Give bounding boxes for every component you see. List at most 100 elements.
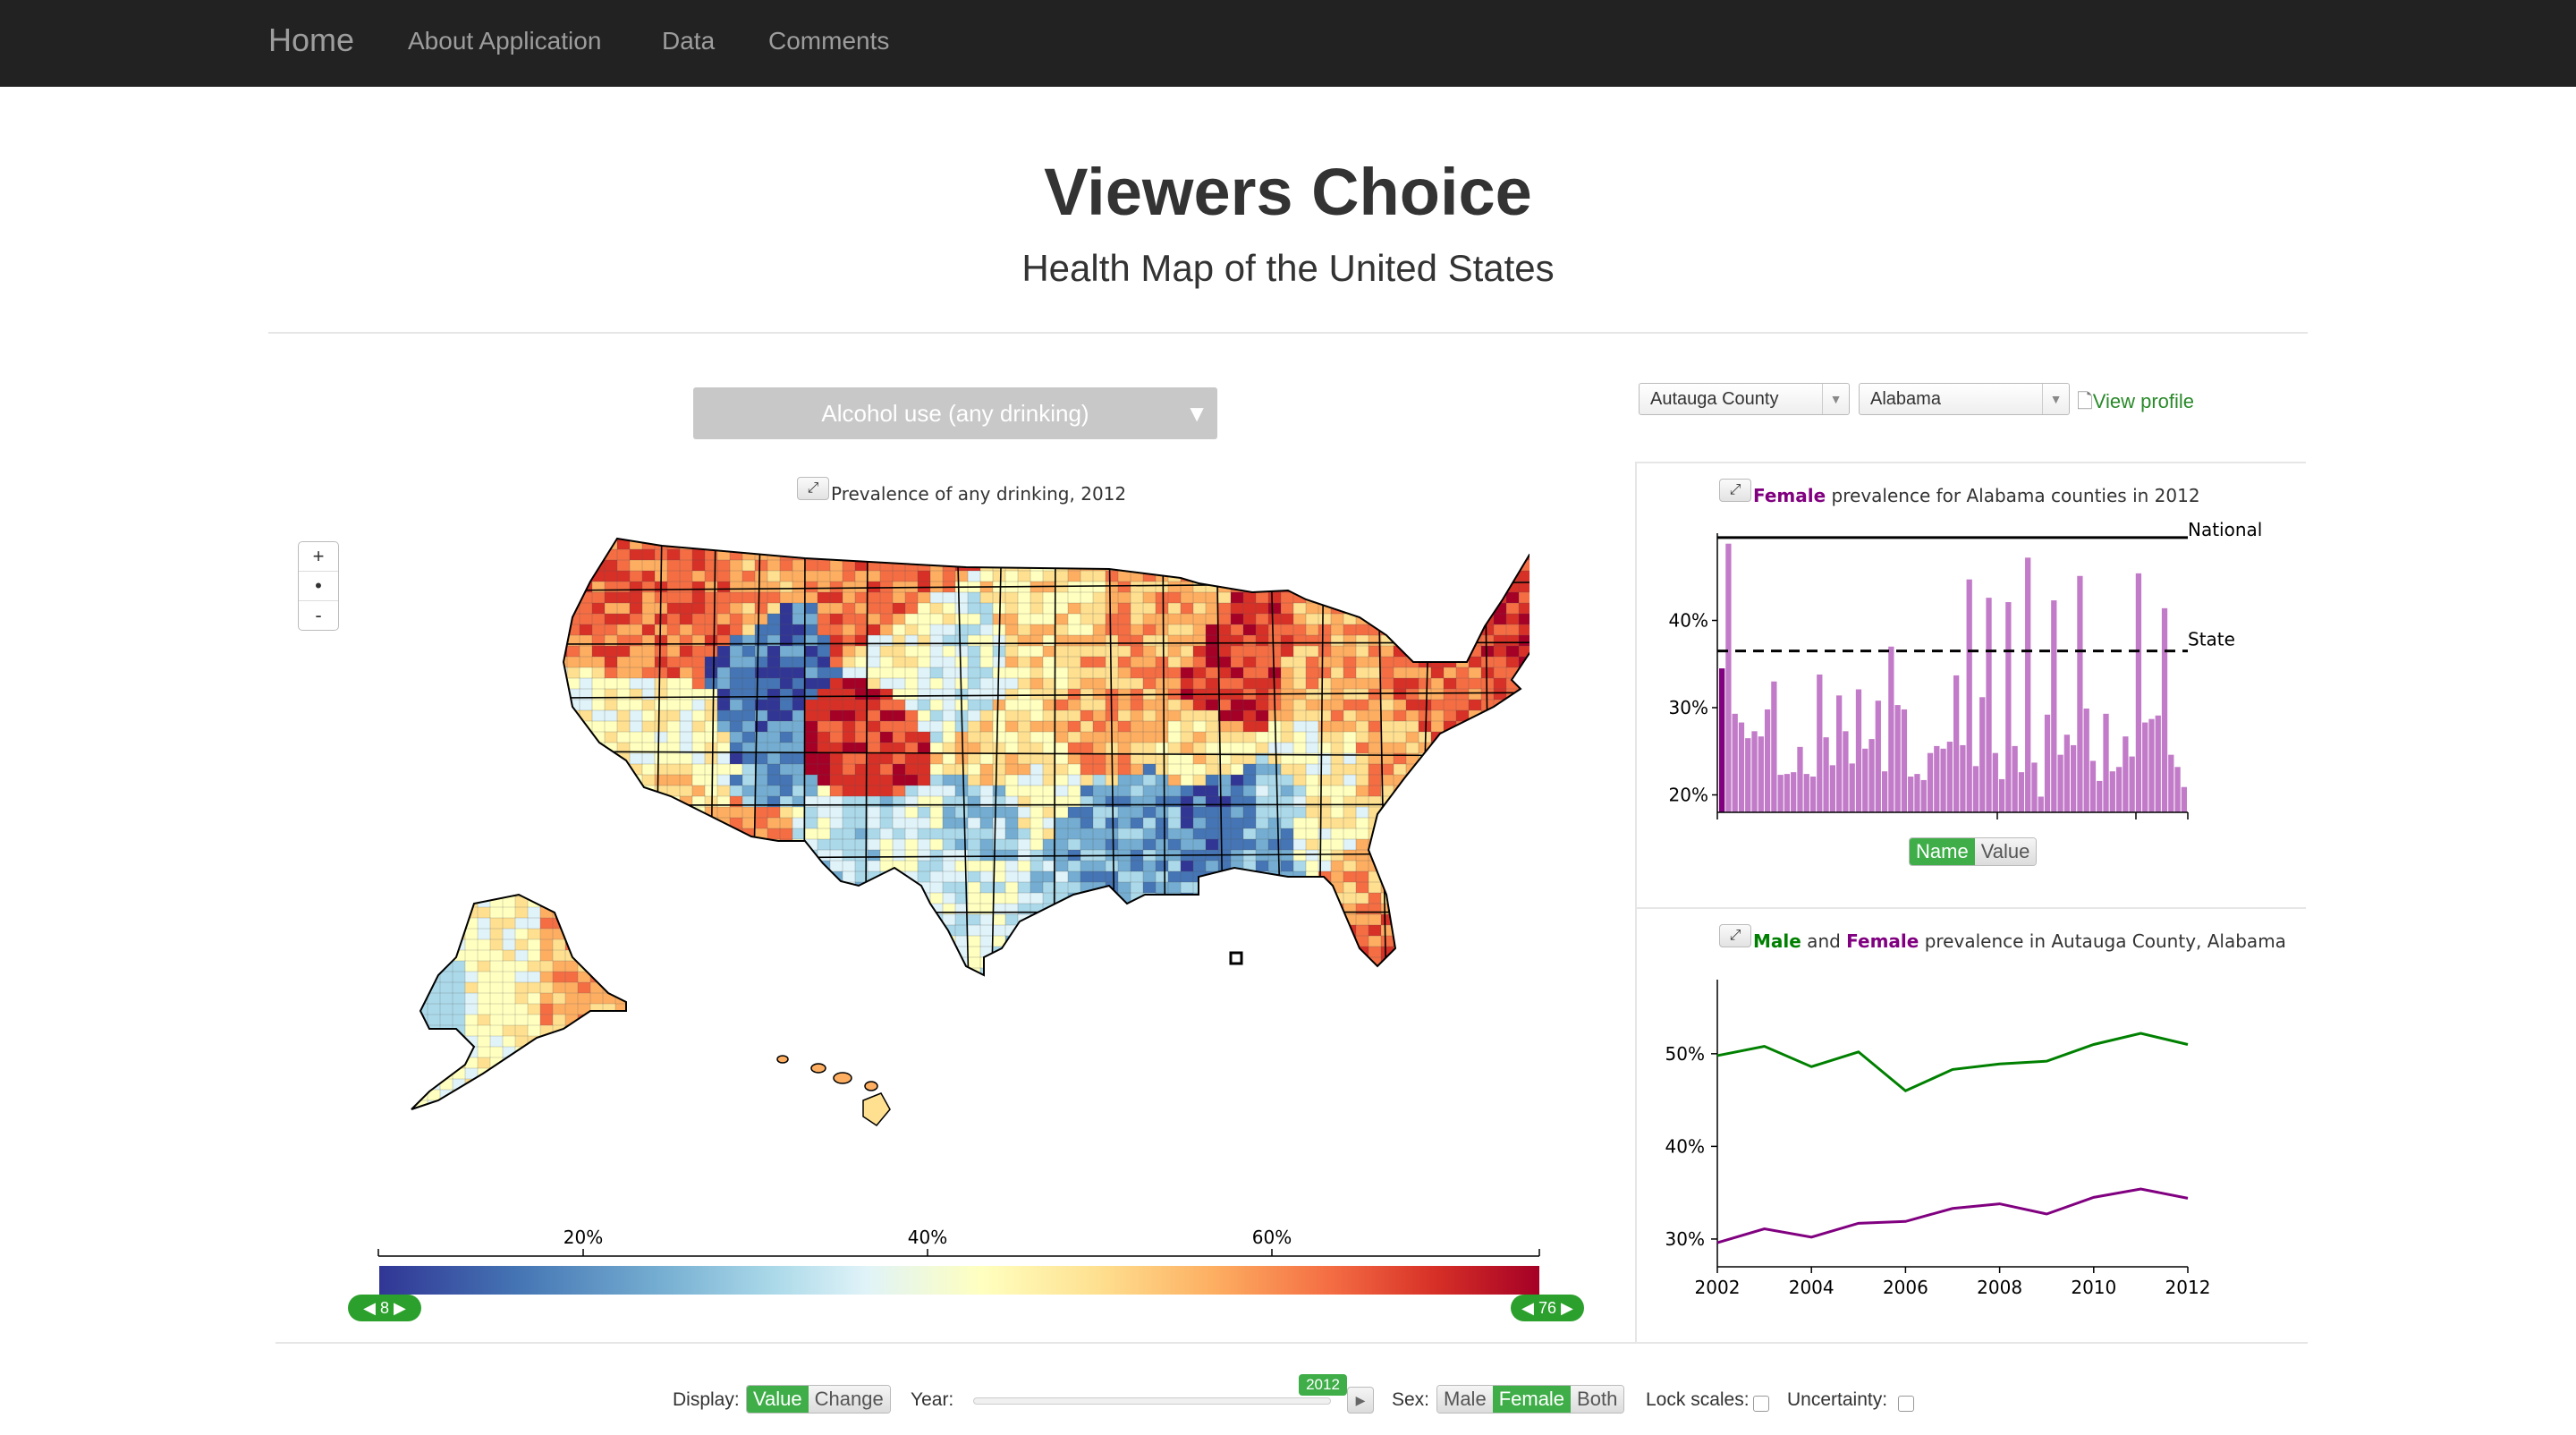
county-cell[interactable] [1130,613,1144,625]
county-cell[interactable] [729,870,743,883]
county-cell[interactable] [654,881,668,894]
county-cell[interactable] [1305,667,1319,679]
county-cell[interactable] [1280,881,1294,894]
county-cell[interactable] [779,688,793,701]
county-cell[interactable] [1443,548,1457,561]
county-cell[interactable] [1117,624,1131,636]
county-cell[interactable] [1180,913,1194,926]
county-cell[interactable] [1256,979,1268,989]
county-cell[interactable] [1343,881,1357,894]
county-cell[interactable] [1004,677,1019,690]
county-cell[interactable] [1455,870,1470,883]
county-cell[interactable] [829,924,843,937]
county-cell[interactable] [1092,581,1106,593]
county-cell[interactable] [779,548,793,561]
county-cell[interactable] [992,881,1006,894]
county-cell[interactable] [1117,806,1131,819]
county-cell[interactable] [1455,548,1470,561]
county-cell[interactable] [1080,570,1094,582]
county-cell[interactable] [704,860,718,872]
county-cell[interactable] [929,828,944,840]
county-cell[interactable] [704,656,718,668]
county-cell[interactable] [1130,903,1144,915]
county-cell[interactable] [1092,946,1106,958]
county-cell[interactable] [1318,742,1332,754]
county-cell[interactable] [679,699,693,711]
county-cell[interactable] [1394,528,1406,539]
county-cell[interactable] [1155,774,1169,786]
county-bar[interactable] [1771,681,1777,812]
county-cell[interactable] [591,752,606,765]
county-cell[interactable] [1480,634,1495,647]
county-cell[interactable] [1355,720,1369,733]
county-cell[interactable] [1242,967,1257,979]
hawaii-island[interactable] [864,1081,878,1091]
county-cell[interactable] [967,795,981,808]
county-cell[interactable] [630,989,642,1000]
county-cell[interactable] [1242,785,1257,797]
county-cell[interactable] [779,817,793,829]
county-cell[interactable] [1042,752,1056,765]
county-cell[interactable] [566,742,580,754]
county-cell[interactable] [879,956,894,969]
county-cell[interactable] [1080,539,1094,550]
county-cell[interactable] [654,624,668,636]
county-cell[interactable] [604,881,618,894]
county-cell[interactable] [602,1078,616,1091]
county-cell[interactable] [527,1024,541,1037]
county-cell[interactable] [1293,528,1306,539]
county-cell[interactable] [917,752,931,765]
county-cell[interactable] [555,634,568,647]
county-cell[interactable] [905,528,918,539]
county-cell[interactable] [1055,989,1068,1000]
county-cell[interactable] [1180,838,1194,851]
county-cell[interactable] [514,917,529,930]
county-cell[interactable] [879,709,894,722]
county-cell[interactable] [552,949,566,962]
county-cell[interactable] [1067,591,1081,604]
county-bar[interactable] [1803,774,1809,812]
county-bar[interactable] [2005,602,2012,812]
hawaii-island[interactable] [810,1063,826,1074]
county-cell[interactable] [1318,956,1332,969]
county-cell[interactable] [629,903,643,915]
county-cell[interactable] [967,752,981,765]
county-cell[interactable] [1343,892,1357,904]
county-cell[interactable] [602,928,616,940]
county-cell[interactable] [666,688,681,701]
county-cell[interactable] [704,699,718,711]
county-cell[interactable] [1167,656,1182,668]
county-cell[interactable] [1042,946,1056,958]
county-cell[interactable] [729,828,743,840]
county-cell[interactable] [1004,892,1019,904]
county-cell[interactable] [929,645,944,658]
county-cell[interactable] [453,1111,465,1122]
county-cell[interactable] [1092,602,1106,615]
county-cell[interactable] [954,924,969,937]
county-cell[interactable] [1380,817,1394,829]
sort-by-name-button[interactable]: Name [1910,838,1975,865]
county-cell[interactable] [1055,967,1069,979]
county-cell[interactable] [1368,688,1382,701]
county-cell[interactable] [1142,860,1157,872]
county-cell[interactable] [1343,645,1357,658]
county-cell[interactable] [1292,613,1307,625]
county-cell[interactable] [842,720,856,733]
county-cell[interactable] [1167,720,1182,733]
county-cell[interactable] [1242,828,1257,840]
county-cell[interactable] [792,956,806,969]
county-cell[interactable] [1080,624,1094,636]
county-cell[interactable] [1230,602,1244,615]
county-cell[interactable] [579,763,593,776]
county-cell[interactable] [1105,570,1119,582]
county-cell[interactable] [1343,979,1356,989]
county-cell[interactable] [967,817,981,829]
county-cell[interactable] [879,591,894,604]
county-cell[interactable] [1004,903,1019,915]
county-cell[interactable] [1468,881,1482,894]
county-cell[interactable] [1455,731,1470,743]
county-cell[interactable] [1330,570,1344,582]
county-cell[interactable] [1468,699,1482,711]
county-cell[interactable] [854,539,869,550]
county-cell[interactable] [1468,903,1482,915]
